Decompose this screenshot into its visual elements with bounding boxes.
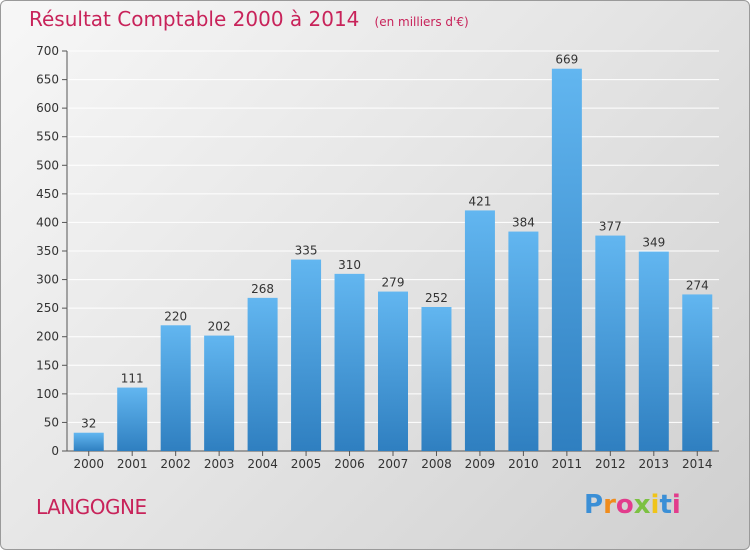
data-label: 669	[555, 53, 578, 67]
y-tick-label: 250	[36, 301, 59, 315]
bar-2012	[595, 235, 626, 451]
proxiti-logo: Proxiti	[584, 490, 681, 520]
y-tick-label: 500	[36, 158, 59, 172]
bar-2013	[638, 251, 669, 451]
logo-letter: o	[615, 490, 634, 520]
y-tick-label: 100	[36, 387, 59, 401]
data-label: 274	[686, 278, 709, 292]
bar-2008	[421, 307, 452, 451]
bar-2001	[117, 387, 148, 451]
y-tick-label: 50	[44, 415, 59, 429]
data-label: 335	[295, 244, 318, 258]
y-tick-label: 400	[36, 215, 59, 229]
data-label: 252	[425, 291, 448, 305]
data-label: 421	[468, 194, 491, 208]
bar-2005	[291, 259, 322, 451]
x-tick-label: 2011	[552, 457, 583, 471]
x-tick-label: 2005	[291, 457, 322, 471]
x-tick-label: 2009	[465, 457, 496, 471]
bar-2004	[247, 297, 278, 451]
bar-2002	[160, 325, 191, 451]
logo-letter: i	[671, 490, 681, 520]
bar-2014	[682, 294, 713, 451]
x-tick-label: 2001	[117, 457, 148, 471]
bar-2007	[378, 291, 408, 451]
x-tick-label: 2008	[421, 457, 452, 471]
x-tick-label: 2004	[247, 457, 278, 471]
title-row: Résultat Comptable 2000 à 2014 (en milli…	[29, 7, 469, 31]
data-label: 220	[164, 309, 187, 323]
bar-2011	[551, 68, 582, 451]
data-label: 32	[81, 417, 96, 431]
bar-2009	[464, 210, 495, 451]
chart-subtitle: (en milliers d'€)	[374, 15, 469, 29]
logo-letter: i	[650, 490, 660, 520]
x-tick-label: 2007	[378, 457, 409, 471]
x-tick-label: 2014	[682, 457, 713, 471]
y-tick-label: 600	[36, 101, 59, 115]
logo-letter: r	[603, 490, 616, 520]
city-label: LANGOGNE	[36, 495, 147, 519]
y-tick-label: 450	[36, 187, 59, 201]
data-label: 349	[642, 236, 665, 250]
bar-2000	[73, 432, 104, 451]
bar-2003	[204, 335, 235, 451]
y-tick-label: 0	[51, 444, 59, 458]
data-label: 384	[512, 216, 535, 230]
data-label: 268	[251, 282, 274, 296]
y-tick-label: 350	[36, 244, 59, 258]
x-tick-label: 2000	[73, 457, 104, 471]
x-tick-label: 2010	[508, 457, 539, 471]
x-tick-label: 2002	[160, 457, 191, 471]
data-label: 111	[121, 372, 144, 386]
bars	[73, 68, 713, 451]
data-labels: 32 111 220 202 268 335 310 279 252 421 384 669 377 34…	[81, 53, 709, 431]
y-tick-label: 700	[36, 44, 59, 58]
y-tick-label: 300	[36, 273, 59, 287]
x-tick-label: 2012	[595, 457, 626, 471]
y-tick-label: 150	[36, 358, 59, 372]
bar-2006	[334, 273, 365, 451]
x-tick-label: 2013	[639, 457, 670, 471]
x-axis: 2000 2001 2002 2003 2004 2005 2006 2007 2008 2009…	[73, 451, 713, 471]
data-label: 310	[338, 258, 361, 272]
chart-title: Résultat Comptable 2000 à 2014	[29, 7, 360, 31]
y-tick-label: 550	[36, 130, 59, 144]
bar-2010	[508, 231, 539, 451]
logo-letter: x	[633, 490, 651, 520]
x-tick-label: 2003	[204, 457, 235, 471]
data-label: 202	[208, 320, 231, 334]
logo-letter: P	[584, 490, 604, 520]
y-tick-label: 200	[36, 330, 59, 344]
logo-letter: t	[659, 490, 672, 520]
y-tick-label: 650	[36, 73, 59, 87]
data-label: 279	[382, 276, 405, 290]
data-label: 377	[599, 220, 622, 234]
x-tick-label: 2006	[334, 457, 365, 471]
